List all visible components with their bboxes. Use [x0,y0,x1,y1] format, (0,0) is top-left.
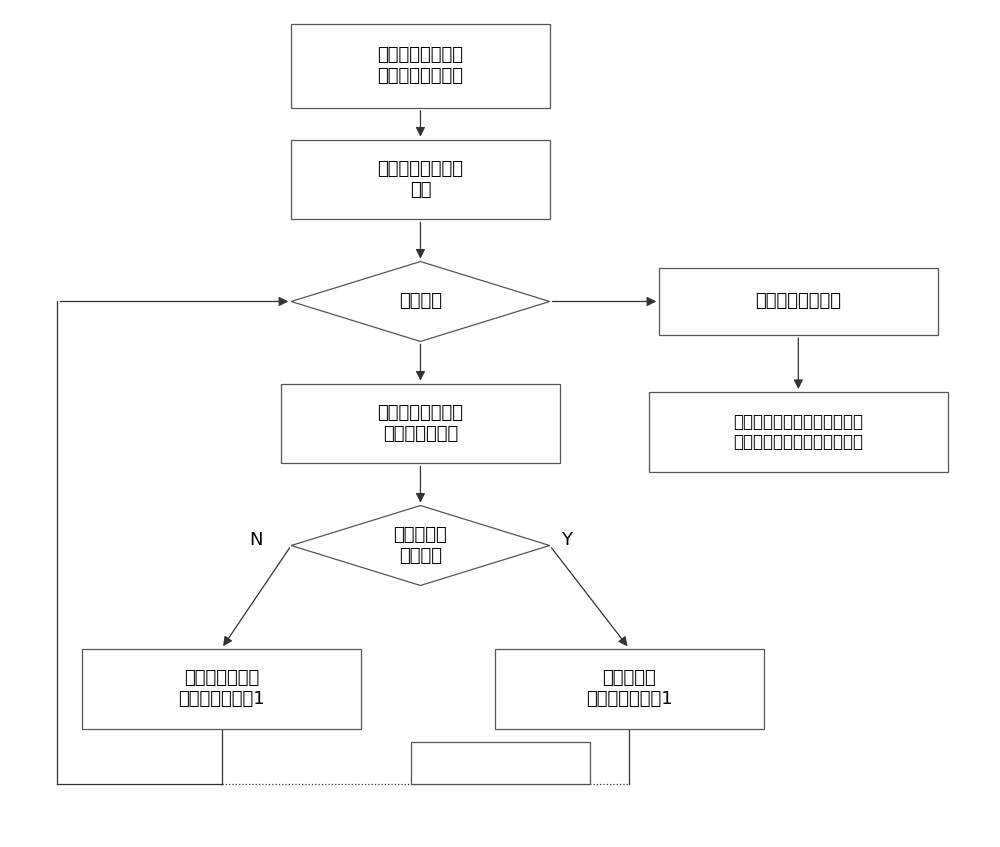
Polygon shape [291,262,550,341]
Text: 采集数据: 采集数据 [399,292,442,311]
FancyBboxPatch shape [659,268,938,335]
FancyBboxPatch shape [411,742,590,783]
Text: 计算传输激发参数
和监控像素与光强: 计算传输激发参数 和监控像素与光强 [377,47,463,86]
FancyBboxPatch shape [281,384,560,463]
Text: 仪器开始放电激发
样品: 仪器开始放电激发 样品 [377,160,463,199]
FancyBboxPatch shape [291,140,550,219]
Text: 计算正常平均光谱: 计算正常平均光谱 [755,292,841,311]
FancyBboxPatch shape [649,392,948,472]
FancyBboxPatch shape [82,649,361,728]
FancyBboxPatch shape [495,649,764,728]
Polygon shape [291,506,550,585]
Text: N: N [250,530,263,549]
Text: 扔掉该光谱
异常光谱计数加1: 扔掉该光谱 异常光谱计数加1 [586,669,673,708]
FancyBboxPatch shape [291,24,550,108]
Text: 计算受控光强与监
控光强相关系数: 计算受控光强与监 控光强相关系数 [377,404,463,443]
Text: 累加到正常光谱
正常光谱计数加1: 累加到正常光谱 正常光谱计数加1 [178,669,265,708]
Text: 正常光谱均值、正常异常光谱
计数传输到计算机，计算显示: 正常光谱均值、正常异常光谱 计数传输到计算机，计算显示 [733,412,863,451]
Text: 与阈值比较
低于阈值: 与阈值比较 低于阈值 [394,526,447,565]
Text: Y: Y [561,530,572,549]
